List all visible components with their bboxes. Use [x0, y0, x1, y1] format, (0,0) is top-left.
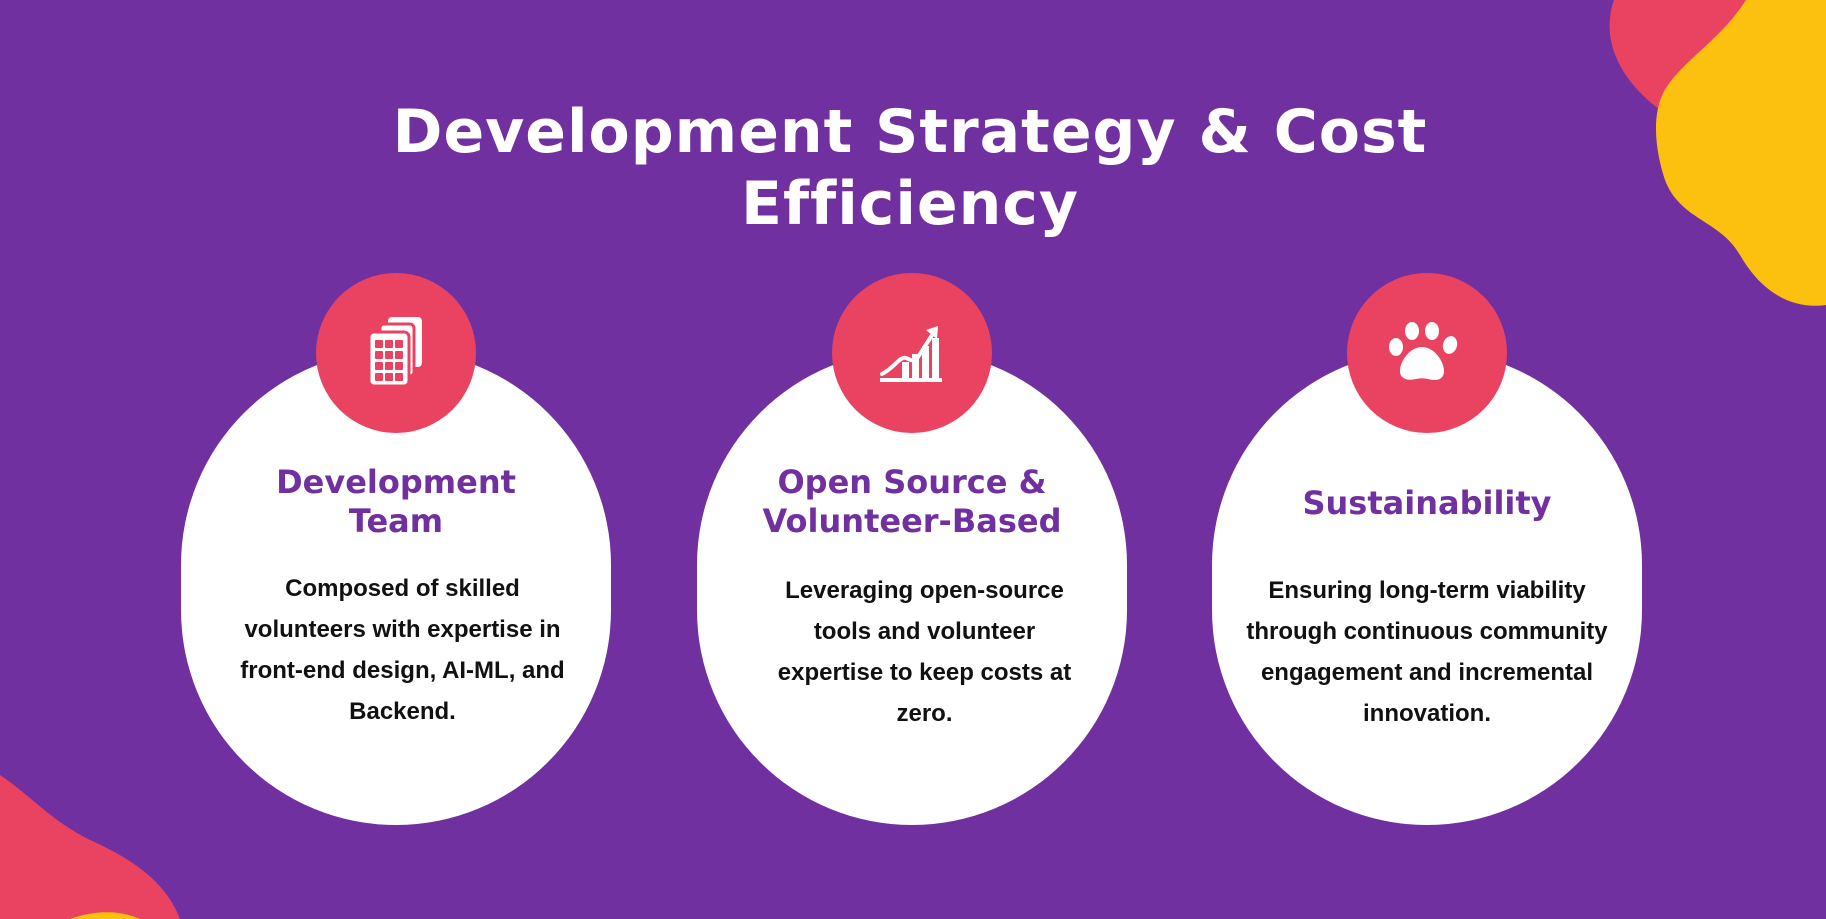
- card-title: Open Source & Volunteer-Based: [762, 463, 1062, 540]
- icon-circle: [832, 273, 992, 433]
- bottom-left-blob-decoration: [0, 775, 180, 919]
- card-description: Composed of skilled volunteers with expe…: [240, 575, 565, 725]
- card-description: Ensuring long-term viability through con…: [1246, 577, 1608, 727]
- growth-chart-icon: [880, 326, 942, 382]
- card-title: Development Team: [276, 463, 516, 540]
- feature-card-open-source: Open Source & Volunteer-Based Leveraging…: [697, 350, 1127, 825]
- calculator-stack-icon: [367, 317, 422, 388]
- card-title: Sustainability: [1302, 484, 1552, 522]
- icon-circle: [1347, 273, 1507, 433]
- icon-circle: [316, 273, 476, 433]
- top-right-blob-decoration: [1609, 0, 1826, 306]
- card-description: Leveraging open-source tools and volunte…: [777, 577, 1072, 727]
- paw-icon: [1389, 322, 1458, 381]
- page-title: Development Strategy & Cost Efficiency: [392, 97, 1428, 239]
